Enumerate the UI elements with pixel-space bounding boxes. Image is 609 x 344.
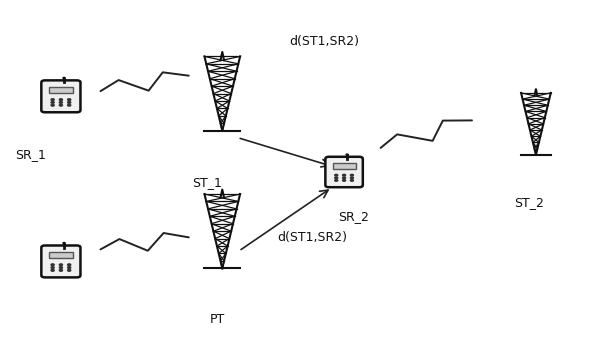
Circle shape	[335, 177, 338, 179]
Circle shape	[68, 104, 71, 106]
FancyBboxPatch shape	[333, 163, 356, 169]
Circle shape	[51, 104, 54, 106]
Circle shape	[59, 267, 63, 268]
Circle shape	[63, 77, 65, 78]
Circle shape	[335, 180, 338, 181]
Text: ST_1: ST_1	[192, 176, 222, 189]
Text: d(ST1,SR2): d(ST1,SR2)	[277, 231, 347, 244]
Text: SR_2: SR_2	[338, 210, 369, 223]
Circle shape	[68, 101, 71, 103]
Circle shape	[51, 101, 54, 103]
FancyBboxPatch shape	[49, 87, 73, 93]
Circle shape	[51, 269, 54, 271]
Circle shape	[59, 99, 63, 100]
Circle shape	[346, 154, 348, 155]
FancyBboxPatch shape	[325, 157, 363, 187]
Circle shape	[59, 264, 63, 266]
Text: PT: PT	[210, 313, 225, 326]
FancyBboxPatch shape	[49, 252, 73, 258]
FancyBboxPatch shape	[41, 80, 80, 112]
Circle shape	[59, 269, 63, 271]
Text: SR_1: SR_1	[15, 148, 46, 161]
Circle shape	[68, 264, 71, 266]
FancyBboxPatch shape	[41, 246, 80, 277]
Circle shape	[59, 104, 63, 106]
Circle shape	[350, 180, 353, 181]
Circle shape	[68, 267, 71, 268]
Circle shape	[59, 101, 63, 103]
Circle shape	[350, 174, 353, 176]
Text: ST_2: ST_2	[515, 196, 544, 209]
Circle shape	[335, 174, 338, 176]
Text: d(ST1,SR2): d(ST1,SR2)	[289, 35, 359, 48]
Circle shape	[63, 243, 65, 244]
Circle shape	[343, 174, 345, 176]
Circle shape	[51, 264, 54, 266]
Circle shape	[68, 99, 71, 100]
Circle shape	[343, 177, 345, 179]
Circle shape	[51, 99, 54, 100]
Circle shape	[68, 269, 71, 271]
Circle shape	[343, 180, 345, 181]
Circle shape	[350, 177, 353, 179]
Circle shape	[51, 267, 54, 268]
